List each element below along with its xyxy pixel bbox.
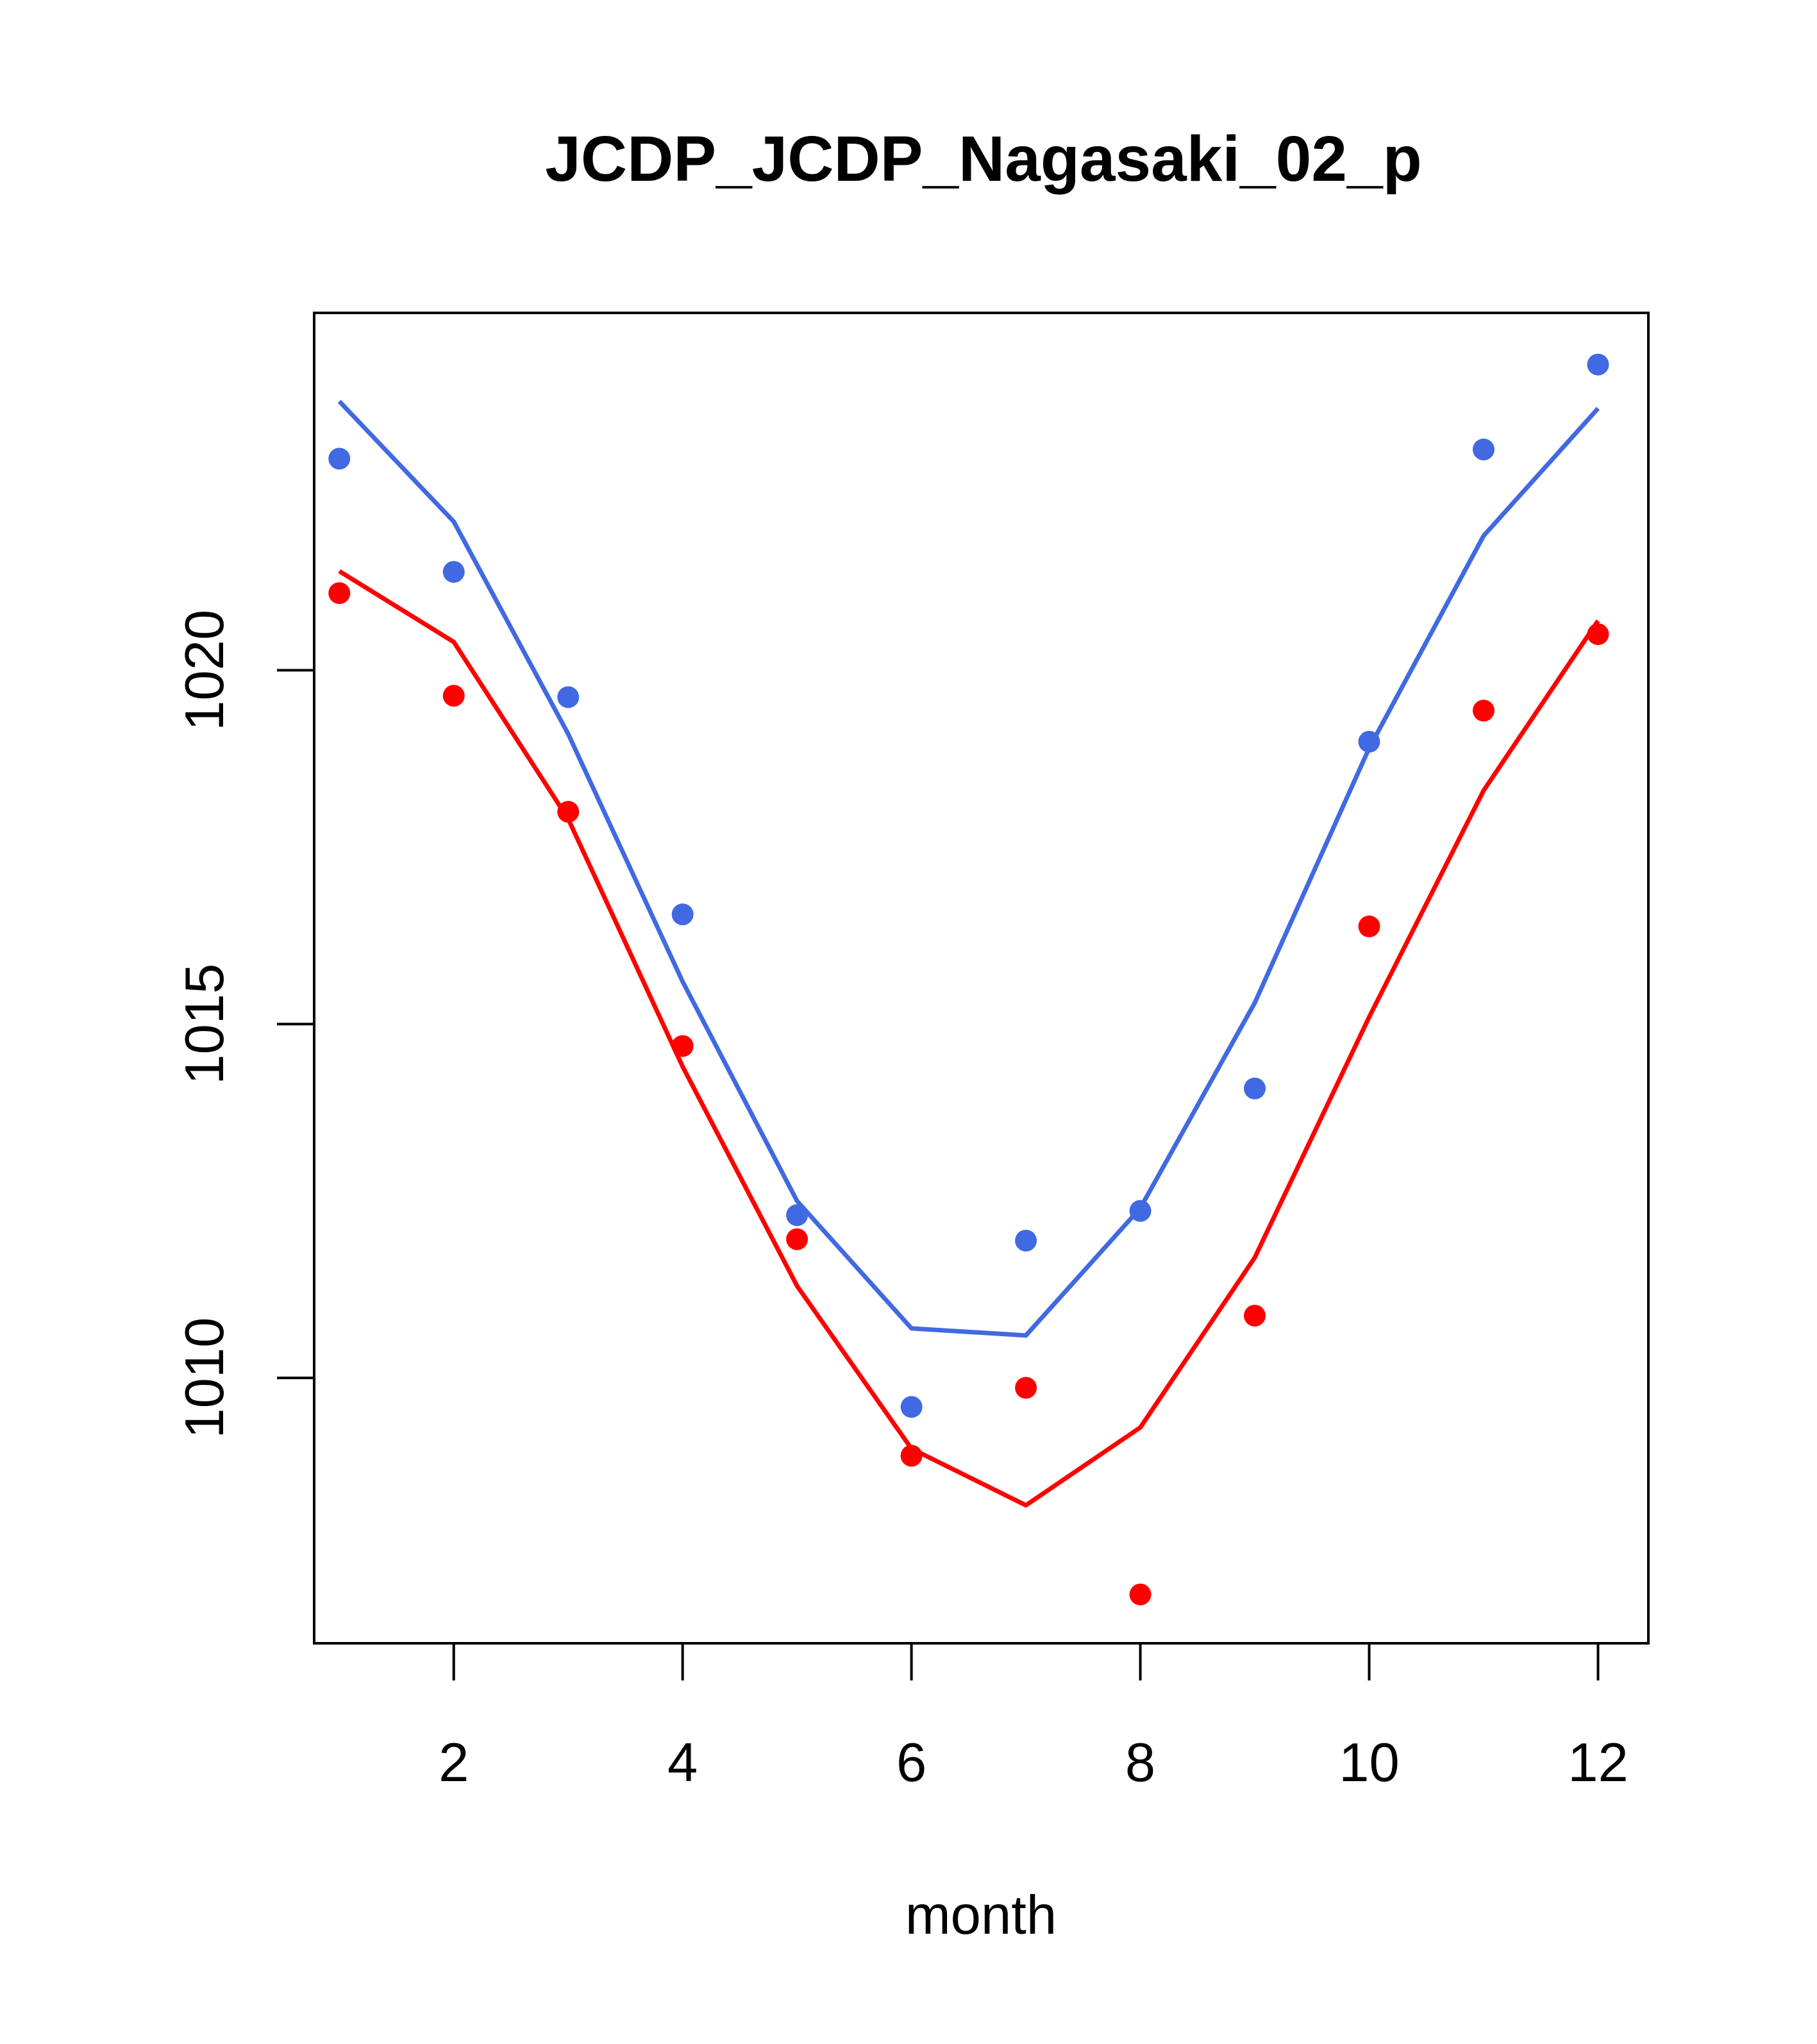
series-1-point xyxy=(1244,1304,1266,1327)
chart-title: JCDP_JCDP_Nagasaki_02_p xyxy=(545,123,1421,195)
series-1-point xyxy=(1129,1583,1151,1605)
x-axis: 2 4 6 8 10 12 xyxy=(439,1642,1629,1793)
series-1-point xyxy=(1472,699,1495,722)
series-1-line xyxy=(338,569,1600,1508)
series-1-point xyxy=(557,801,580,823)
y-tick-label: 1020 xyxy=(174,610,235,731)
series-layer xyxy=(328,353,1609,1605)
x-tick-label: 12 xyxy=(1568,1732,1629,1793)
series-1-point xyxy=(900,1445,923,1467)
series-0-point xyxy=(1129,1200,1151,1222)
x-tick-label: 6 xyxy=(896,1732,926,1793)
series-1-point xyxy=(1358,915,1380,937)
x-tick-label: 8 xyxy=(1125,1732,1155,1793)
series-1-point xyxy=(328,582,351,605)
series-0-point xyxy=(1244,1077,1266,1100)
y-axis: 1010 1015 1020 xyxy=(174,610,315,1439)
series-1-point xyxy=(671,1035,694,1057)
series-0-point xyxy=(1587,353,1609,376)
series-0-point xyxy=(671,903,694,926)
y-tick-label: 1010 xyxy=(174,1318,235,1439)
series-0-point xyxy=(1015,1229,1037,1252)
series-0-point xyxy=(557,686,580,708)
series-0-point xyxy=(1472,439,1495,461)
y-tick-label: 1015 xyxy=(174,964,235,1085)
x-tick-label: 4 xyxy=(667,1732,698,1793)
series-0-point xyxy=(900,1396,923,1418)
x-axis-label: month xyxy=(905,1885,1057,1946)
x-tick-label: 10 xyxy=(1339,1732,1400,1793)
series-0-point xyxy=(1358,730,1380,753)
series-0-point xyxy=(328,448,351,470)
series-1-point xyxy=(1015,1377,1037,1399)
series-0-line xyxy=(337,399,1600,1338)
plot-frame xyxy=(313,312,1650,1645)
series-1-point xyxy=(786,1228,808,1250)
series-1-point xyxy=(442,685,465,707)
series-0-point xyxy=(786,1204,808,1227)
series-1-point xyxy=(1587,623,1609,646)
x-tick-label: 2 xyxy=(439,1732,469,1793)
series-0-point xyxy=(442,560,465,583)
